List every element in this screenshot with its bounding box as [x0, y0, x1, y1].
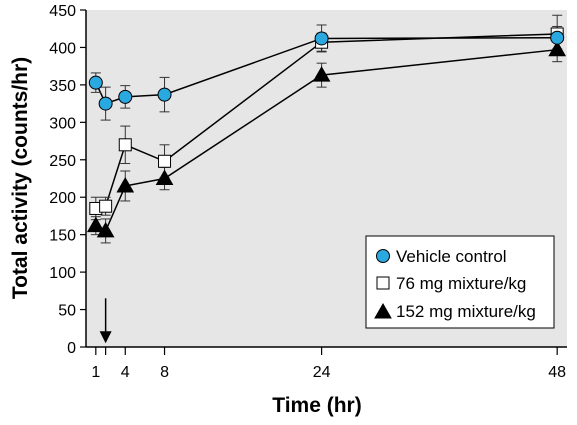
data-point [116, 176, 135, 193]
legend-label-76mg: 76 mg mixture/kg [396, 274, 526, 293]
dosing-arrow-head [99, 331, 112, 344]
y-tick-label: 100 [49, 265, 76, 282]
y-tick-label: 450 [49, 3, 76, 20]
data-point [88, 75, 103, 90]
data-point [157, 87, 172, 102]
x-tick-label: 24 [313, 364, 331, 381]
data-point [312, 66, 331, 82]
legend-marker-vehicle [376, 249, 390, 263]
data-point [550, 30, 565, 45]
x-tick-label: 8 [160, 364, 169, 381]
legend: Vehicle control 76 mg mixture/kg 152 mg … [365, 235, 555, 329]
legend-marker-76mg [376, 276, 390, 290]
data-point [96, 221, 115, 238]
y-tick-label: 350 [49, 78, 76, 95]
y-axis-title: Total activity (counts/hr) [9, 57, 32, 299]
data-point [99, 199, 113, 213]
x-tick-label: 1 [91, 364, 100, 381]
data-point [86, 216, 105, 233]
y-tick-label: 200 [49, 190, 76, 207]
data-point [118, 89, 133, 104]
x-axis-title: Time (hr) [272, 394, 361, 417]
x-tick-label: 4 [121, 364, 130, 381]
y-tick-label: 300 [49, 115, 76, 132]
legend-label-152mg: 152 mg mixture/kg [396, 302, 536, 321]
data-point [118, 138, 132, 152]
y-tick-label: 400 [49, 40, 76, 57]
x-tick-label: 48 [548, 364, 566, 381]
data-point [548, 40, 567, 57]
markers [86, 27, 567, 238]
data-point [98, 96, 113, 111]
y-tick-label: 0 [67, 340, 76, 357]
data-point [155, 169, 174, 185]
legend-label-vehicle: Vehicle control [396, 247, 507, 266]
y-tick-label: 250 [49, 153, 76, 170]
legend-marker-152mg [374, 302, 392, 319]
data-point [158, 154, 172, 168]
data-point [314, 31, 329, 46]
y-tick-label: 50 [58, 303, 76, 320]
y-tick-label: 150 [49, 228, 76, 245]
legend-box [365, 235, 555, 329]
legend-markers [374, 249, 392, 319]
